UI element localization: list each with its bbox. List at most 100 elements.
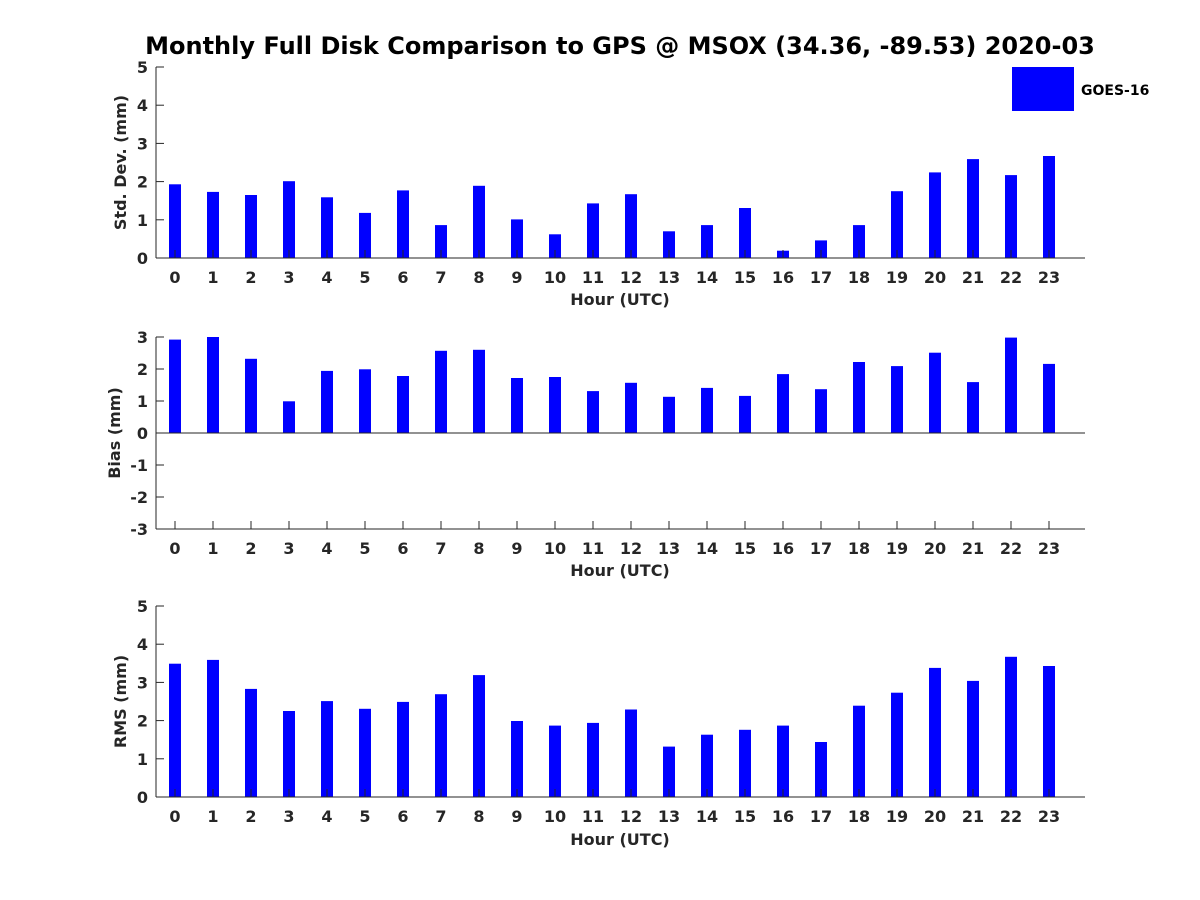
std-dev-bar	[511, 219, 523, 258]
rms-x-tick-label: 17	[810, 807, 832, 826]
rms-x-tick-label: 23	[1038, 807, 1060, 826]
rms-x-tick-label: 18	[848, 807, 870, 826]
rms-x-tick-label: 8	[473, 807, 484, 826]
bias-bar	[1043, 363, 1055, 433]
rms-bar	[663, 746, 675, 797]
std-dev-x-tick-label: 16	[772, 268, 794, 287]
std-dev-bar	[663, 231, 675, 258]
std-dev-bar	[815, 240, 827, 258]
rms-bar	[511, 721, 523, 797]
std-dev-x-tick-label: 10	[544, 268, 566, 287]
bias-bar	[815, 389, 827, 433]
rms-bar	[473, 675, 485, 797]
rms-x-tick-label: 5	[359, 807, 370, 826]
rms-bar	[815, 742, 827, 797]
bias-bar	[663, 396, 675, 433]
bias-x-tick-label: 18	[848, 539, 870, 558]
std-dev-y-tick-label: 0	[137, 249, 148, 268]
std-dev-x-tick-label: 20	[924, 268, 946, 287]
rms-x-tick-label: 10	[544, 807, 566, 826]
bias-bar	[739, 395, 751, 433]
bias-bar	[777, 374, 789, 433]
rms-x-tick-label: 22	[1000, 807, 1022, 826]
rms-x-tick-label: 6	[397, 807, 408, 826]
std-dev-bar	[321, 197, 333, 258]
std-dev-y-tick-label: 1	[137, 211, 148, 230]
std-dev-x-tick-label: 7	[435, 268, 446, 287]
bias-x-tick-label: 12	[620, 539, 642, 558]
std-dev-x-tick-label: 11	[582, 268, 604, 287]
std-dev-bar	[397, 190, 409, 258]
std-dev-bar	[283, 181, 295, 258]
std-dev-x-tick-label: 0	[169, 268, 180, 287]
rms-x-tick-label: 3	[283, 807, 294, 826]
std-dev-x-tick-label: 23	[1038, 268, 1060, 287]
rms-x-tick-label: 20	[924, 807, 946, 826]
std-dev-bar	[929, 172, 941, 258]
bias-bar	[473, 349, 485, 433]
std-dev-bar	[587, 203, 599, 258]
bias-x-tick-label: 1	[207, 539, 218, 558]
bias-y-tick-label: 1	[137, 392, 148, 411]
bias-x-tick-label: 21	[962, 539, 984, 558]
rms-bar	[549, 725, 561, 797]
bias-x-tick-label: 20	[924, 539, 946, 558]
bias-x-tick-label: 13	[658, 539, 680, 558]
std-dev-x-tick-label: 1	[207, 268, 218, 287]
std-dev-x-tick-label: 9	[511, 268, 522, 287]
bias-bar	[511, 378, 523, 433]
rms-x-tick-label: 12	[620, 807, 642, 826]
std-dev-xlabel: Hour (UTC)	[570, 290, 670, 309]
rms-bar	[701, 734, 713, 797]
std-dev-x-tick-label: 13	[658, 268, 680, 287]
rms-bar	[587, 722, 599, 797]
rms-bar	[929, 667, 941, 797]
std-dev-bar	[245, 195, 257, 258]
bias-x-tick-label: 11	[582, 539, 604, 558]
std-dev-bar	[359, 212, 371, 258]
bias-x-tick-label: 2	[245, 539, 256, 558]
bias-bar	[701, 387, 713, 433]
bias-y-tick-label: 2	[137, 360, 148, 379]
bias-y-tick-label: -1	[130, 456, 148, 475]
rms-y-tick-label: 3	[137, 673, 148, 692]
std-dev-bar	[473, 185, 485, 258]
rms-x-tick-label: 9	[511, 807, 522, 826]
rms-bar	[321, 701, 333, 797]
bias-x-tick-label: 9	[511, 539, 522, 558]
rms-bar	[777, 725, 789, 797]
rms-x-tick-label: 2	[245, 807, 256, 826]
rms-y-tick-label: 2	[137, 712, 148, 731]
std-dev-bars	[169, 156, 1055, 258]
std-dev-x-tick-label: 21	[962, 268, 984, 287]
bias-bar	[283, 401, 295, 433]
std-dev-bar	[435, 225, 447, 258]
std-dev-bar	[169, 184, 181, 258]
std-dev-x-tick-label: 2	[245, 268, 256, 287]
std-dev-y-tick-label: 5	[137, 58, 148, 77]
rms-bar	[359, 708, 371, 797]
rms-x-tick-label: 11	[582, 807, 604, 826]
legend: GOES-16	[1012, 67, 1149, 111]
rms-x-tick-label: 0	[169, 807, 180, 826]
bias-bar	[625, 382, 637, 433]
std-dev-bar	[739, 208, 751, 258]
rms-bar	[739, 729, 751, 797]
bias-bar	[549, 377, 561, 433]
rms-bar	[853, 705, 865, 797]
bias-ylabel: Bias (mm)	[105, 387, 124, 479]
bias-bar	[397, 376, 409, 433]
rms-bar	[283, 711, 295, 797]
bias-y-tick-label: -3	[130, 520, 148, 539]
rms-x-tick-label: 14	[696, 807, 718, 826]
rms-bar	[1005, 656, 1017, 797]
rms-x-tick-label: 21	[962, 807, 984, 826]
rms-ylabel: RMS (mm)	[111, 655, 130, 748]
bias-bar	[169, 339, 181, 433]
std-dev-x-tick-label: 22	[1000, 268, 1022, 287]
bias-bar	[435, 350, 447, 433]
